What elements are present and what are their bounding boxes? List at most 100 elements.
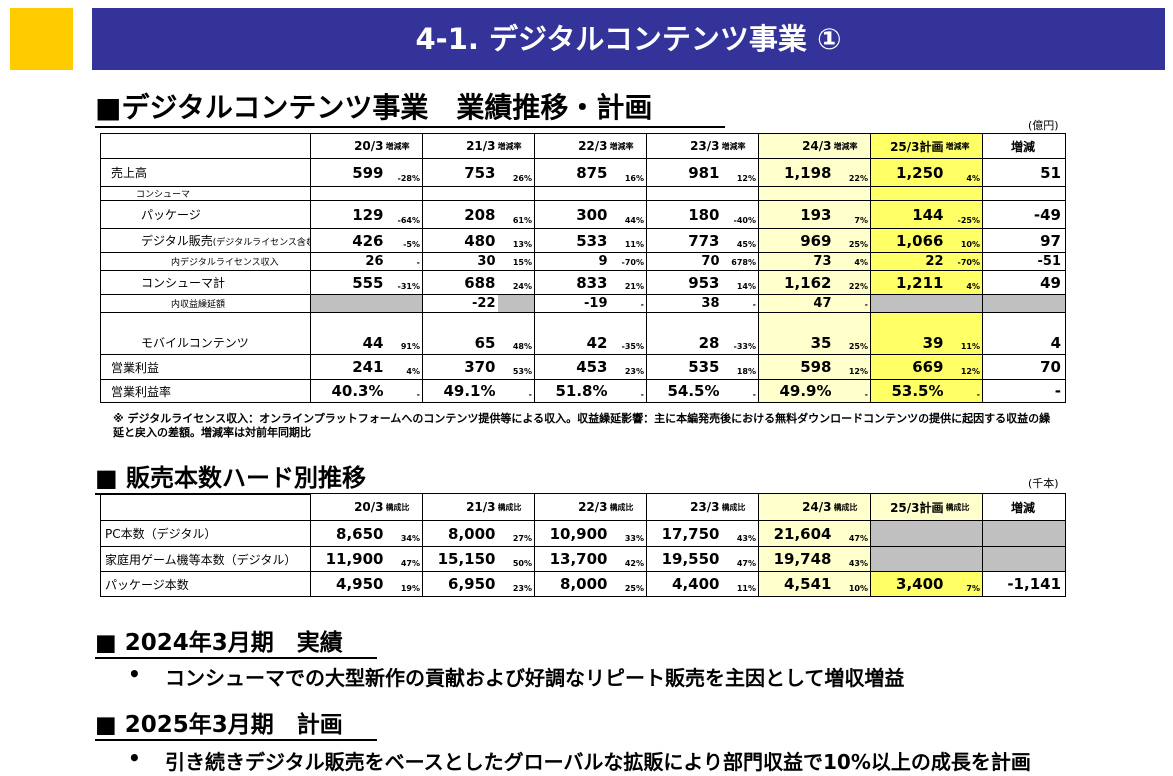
accent-square [10, 8, 73, 70]
rate-cell: 24% [497, 270, 535, 295]
value-cell: 65 [422, 331, 498, 355]
table-row: 内デジタルライセンス収入 26-30 15% 9 -70% 70 678% 73 4% 22 -70… [100, 252, 1066, 271]
spacer-cell [100, 312, 311, 332]
sub-header: 構成比 [721, 493, 759, 521]
rate-cell: - [609, 379, 647, 403]
sub-header: 構成比 [833, 493, 871, 521]
value-cell: 19,748 [758, 546, 834, 572]
value-cell [870, 294, 946, 313]
rate-cell: 34% [385, 520, 423, 547]
value-cell [310, 294, 386, 313]
change-cell [982, 520, 1066, 547]
value-cell: 21,604 [758, 520, 834, 547]
period-header: 21/3 [422, 133, 498, 159]
rate-cell: 12% [721, 158, 759, 187]
rate-cell: 12% [833, 354, 871, 380]
rate-cell: 33% [609, 520, 647, 547]
rate-cell: 12% [945, 354, 983, 380]
period-header: 20/3 [310, 133, 386, 159]
row-label: 売上高 [100, 158, 311, 187]
value-cell: 875 [534, 158, 610, 187]
rate-cell: 21% [609, 270, 647, 295]
rate-cell: 10% [945, 228, 983, 253]
value-cell: 54.5% [646, 379, 722, 403]
value-cell: 35 [758, 331, 834, 355]
row-label: コンシューマ計 [100, 270, 311, 295]
table-row: モバイルコンテンツ 44 91% 65 48% 42 -35% 28 -33% 35 25% 39 11… [100, 331, 1066, 355]
period-header: 24/3 [758, 133, 834, 159]
value-cell: 555 [310, 270, 386, 295]
value-cell: 47 [758, 294, 834, 313]
table-row: PC本数（デジタル） 8,650 34% 8,000 27% 10,900 33% 17,75… [100, 520, 1066, 547]
value-cell: 669 [870, 354, 946, 380]
spacer-cell [497, 312, 535, 332]
rate-cell: 23% [609, 354, 647, 380]
period-header: 22/3 [534, 133, 610, 159]
rate-cell: - [497, 379, 535, 403]
row-label-text: 営業利益 [111, 360, 160, 375]
value-cell: 8,000 [422, 520, 498, 547]
value-cell: 1,198 [758, 158, 834, 187]
unit-label: (億円) [1028, 119, 1059, 132]
rate-cell: - [833, 379, 871, 403]
rate-cell: 44% [609, 200, 647, 229]
corner-cell [100, 493, 311, 521]
rate-cell: 13% [497, 228, 535, 253]
period-header: 22/3 [534, 493, 610, 521]
value-cell: 953 [646, 270, 722, 295]
value-cell: 208 [422, 200, 498, 229]
rate-cell: 43% [721, 520, 759, 547]
value-cell: 11,900 [310, 546, 386, 572]
value-cell: 3,400 [870, 571, 946, 597]
value-cell: 38 [646, 294, 722, 313]
value-cell: 4,400 [646, 571, 722, 597]
value-cell: -22 [422, 294, 498, 313]
change-cell: 4 [982, 331, 1066, 355]
rate-cell: 27% [497, 520, 535, 547]
rate-cell: -70% [609, 252, 647, 271]
value-cell: 39 [870, 331, 946, 355]
rate-cell [945, 520, 983, 547]
value-cell: 19,550 [646, 546, 722, 572]
rate-cell: - [721, 294, 759, 313]
value-cell: 4,541 [758, 571, 834, 597]
footnote: ※ デジタルライセンス収入：オンラインプラットフォームへのコンテンツ提供等による… [113, 412, 1051, 439]
sub-header: 増減率 [833, 133, 871, 159]
rate-cell: 19% [385, 571, 423, 597]
sub-header: 構成比 [609, 493, 647, 521]
rate-cell: 4% [945, 158, 983, 187]
section-heading: ■デジタルコンテンツ事業 業績推移・計画 [95, 86, 725, 128]
change-cell: 49 [982, 270, 1066, 295]
section-heading: ■ 2025年3月期 計画 [95, 705, 377, 741]
change-cell [982, 186, 1066, 201]
sub-header: 増減率 [721, 133, 759, 159]
row-label: パッケージ本数 [100, 571, 311, 597]
table-row: デジタル販売(デジタルライセンス含む) 426 -5% 480 13% 533 11% 773… [100, 228, 1066, 253]
row-label-text: 営業利益率 [111, 384, 172, 399]
value-cell: 688 [422, 270, 498, 295]
value-cell [646, 186, 722, 201]
change-cell: -1,141 [982, 571, 1066, 597]
row-label-text: パッケージ本数 [105, 577, 189, 592]
value-cell: 10,900 [534, 520, 610, 547]
bullet-text: 引き続きデジタル販売をベースとしたグローバルな拡販により部門収益で10%以上の成… [165, 750, 1031, 774]
value-cell: 144 [870, 200, 946, 229]
rate-cell: 25% [833, 331, 871, 355]
value-cell: 833 [534, 270, 610, 295]
change-cell: 97 [982, 228, 1066, 253]
value-cell: 8,650 [310, 520, 386, 547]
sub-header: 構成比 [497, 493, 535, 521]
bullet-text: コンシューマでの大型新作の貢献および好調なリピート販売を主因として増収増益 [165, 666, 905, 690]
spacer-cell [721, 312, 759, 332]
rate-cell: 25% [609, 571, 647, 597]
row-label-text: 売上高 [111, 166, 148, 180]
rate-cell: -35% [609, 331, 647, 355]
rate-cell [609, 186, 647, 201]
spacer-cell [534, 312, 610, 332]
row-label-text: コンシューマ [136, 190, 191, 200]
row-label-text: 内デジタルライセンス収入 [171, 258, 279, 268]
row-label-text: コンシューマ計 [141, 276, 226, 290]
rate-cell: -31% [385, 270, 423, 295]
rate-cell: 4% [945, 270, 983, 295]
rate-cell: 61% [497, 200, 535, 229]
